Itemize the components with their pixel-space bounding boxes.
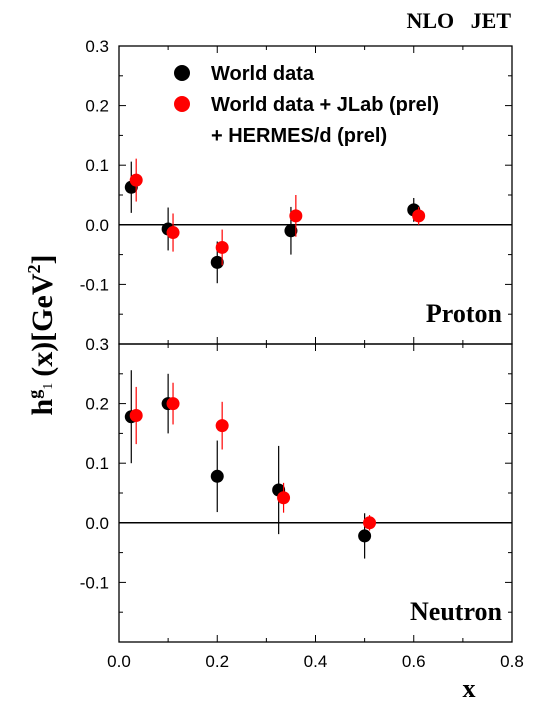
neutron-world-plus-jlab-point [166,397,180,411]
y-axis-title: hg1 (x)[GeV2] [24,255,59,416]
y-axis-title-h: h [26,398,59,415]
neutron-panel-label: Neutron [410,597,503,626]
legend-label-world-plus-jlab: World data + JLab (prel) [211,94,439,116]
neutron-y-tick-label: 0.3 [85,335,109,354]
neutron-world-plus-jlab-point [215,419,229,433]
y-axis-title-close: ] [26,255,59,265]
neutron-world-plus-jlab-point [363,516,377,530]
header-label: NLO JET [406,8,511,33]
neutron-y-tick-label: -0.1 [80,573,109,592]
proton-world-plus-jlab-point [166,226,180,240]
legend-marker-world-data [174,65,190,81]
proton-world-plus-jlab-point [289,209,303,223]
y-axis-title-text: (x)[GeV [26,273,59,377]
y-axis-title-subscript: 1 [41,383,56,390]
proton-y-tick-label: -0.1 [80,275,109,294]
legend-label-hermes: + HERMES/d (prel) [211,125,387,147]
neutron-y-tick-label: 0.1 [85,454,109,473]
neutron-world-plus-jlab-point [277,491,291,505]
neutron-world-data-point [210,469,224,483]
legend-label-world-data: World data [211,63,315,85]
proton-y-tick-label: 0.0 [85,216,109,235]
proton-world-data-point [284,224,298,238]
legend-marker-world-plus-jlab [174,96,190,112]
neutron-y-tick-label: 0.2 [85,395,109,414]
y-axis-title-exponent: 2 [24,265,44,274]
proton-world-data-point [210,255,224,269]
x-tick-label: 0.0 [107,652,131,671]
legend: World data World data + JLab (prel) + HE… [174,63,439,147]
proton-world-plus-jlab-point [215,240,229,254]
x-tick-label: 0.6 [402,652,426,671]
y-axis-title-superscript: g [24,390,44,399]
proton-world-plus-jlab-point [412,209,426,223]
x-tick-label: 0.2 [205,652,229,671]
proton-world-plus-jlab-point [129,173,143,187]
x-tick-label: 0.8 [500,652,524,671]
neutron-world-plus-jlab-point [129,409,143,423]
proton-y-tick-label: 0.2 [85,97,109,116]
proton-panel: -0.1 0.0 0.1 0.2 0.3 Proton [80,37,513,345]
x-tick-label: 0.4 [304,652,328,671]
neutron-panel: -0.1 0.0 0.1 0.2 0.3 0.0 0.2 0.4 0.6 0.8 Neutron [80,335,524,671]
proton-y-tick-label: 0.1 [85,156,109,175]
proton-y-tick-label: 0.3 [85,37,109,56]
x-axis-title: x [463,674,476,701]
proton-panel-label: Proton [426,299,503,328]
neutron-y-tick-label: 0.0 [85,514,109,533]
neutron-world-data-point [358,529,372,543]
